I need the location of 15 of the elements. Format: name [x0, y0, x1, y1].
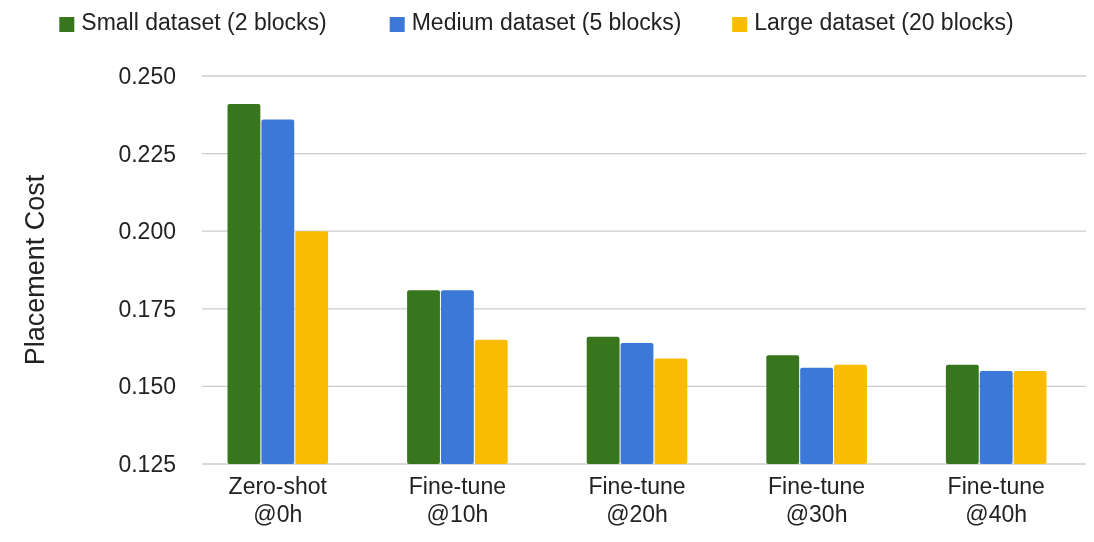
- x-tick-label: Fine-tune @30h: [768, 473, 866, 527]
- y-tick-label: 0.250: [118, 63, 176, 90]
- x-tick-label: Fine-tune @40h: [947, 473, 1045, 527]
- x-tick-label: Fine-tune @20h: [588, 473, 686, 527]
- y-tick-label: 0.200: [118, 218, 176, 245]
- x-tick-label: Zero-shot @0h: [228, 473, 328, 527]
- legend-label: Large dataset (20 blocks): [754, 9, 1014, 35]
- y-tick-label: 0.125: [118, 451, 176, 478]
- legend-label: Medium dataset (5 blocks): [411, 9, 682, 35]
- y-axis-title: Placement Cost: [20, 174, 50, 366]
- y-tick-label: 0.225: [118, 140, 176, 167]
- legend-label: Small dataset (2 blocks): [81, 9, 327, 35]
- y-tick-label: 0.175: [118, 295, 176, 322]
- x-tick-label: Fine-tune @10h: [408, 473, 506, 527]
- y-tick-label: 0.150: [118, 373, 176, 400]
